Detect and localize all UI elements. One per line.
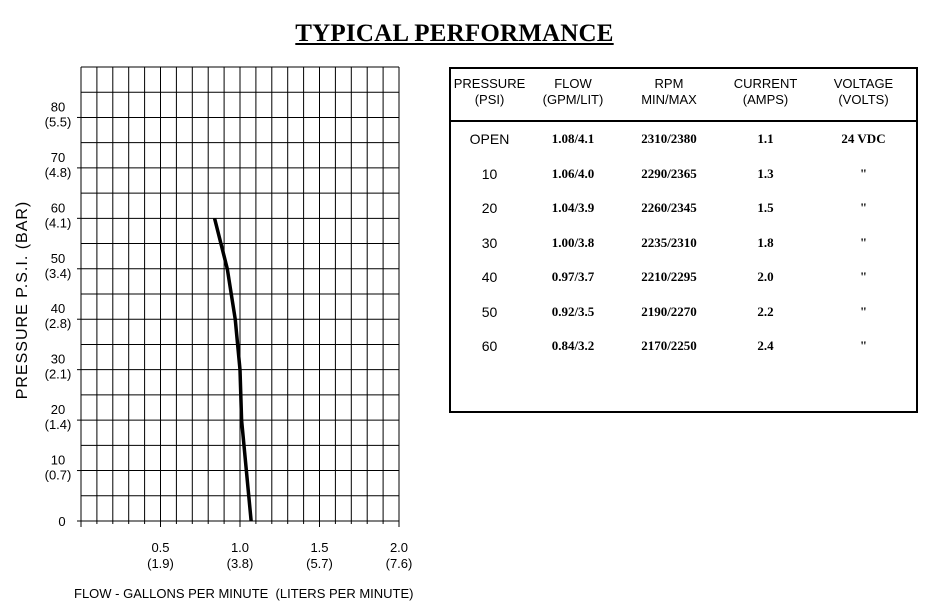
- y-tick-label-bar: (5.5): [45, 114, 72, 129]
- y-tick-label-psi: 40: [51, 301, 65, 316]
- cell-rpm: 2290/2365: [641, 165, 697, 181]
- y-tick-label-psi: 20: [51, 402, 65, 417]
- cell-pressure: OPEN: [469, 131, 510, 148]
- table-row: 40 0.97/3.7 2210/2295 2.0 ": [451, 260, 916, 295]
- y-tick-label-bar: (4.1): [45, 215, 72, 230]
- header-flow: FLOW (GPM/LIT): [528, 69, 618, 122]
- table-row: 50 0.92/3.5 2190/2270 2.2 ": [451, 295, 916, 330]
- cell-current: 2.2: [757, 303, 774, 319]
- cell-flow: 1.00/3.8: [551, 234, 595, 250]
- performance-curve: [212, 217, 253, 522]
- cell-current: 1.5: [757, 200, 774, 216]
- cell-flow: 0.92/3.5: [551, 303, 595, 319]
- y-tick-label-psi: 70: [51, 150, 65, 165]
- cell-pressure: 60: [481, 338, 498, 355]
- table-row: 10 1.06/4.0 2290/2365 1.3 ": [451, 157, 916, 192]
- cell-current: 1.1: [757, 131, 774, 147]
- cell-voltage: ": [859, 269, 868, 285]
- y-tick-label-psi: 10: [51, 453, 65, 468]
- table-row: 60 0.84/3.2 2170/2250 2.4 ": [451, 329, 916, 364]
- x-tick-label-lpm: (5.7): [306, 556, 333, 571]
- x-axis-title: FLOW - GALLONS PER MINUTE (LITERS PER MI…: [74, 586, 414, 601]
- y-tick-label-psi: 30: [51, 352, 65, 367]
- y-tick-label-psi: 80: [51, 99, 65, 114]
- performance-table: PRESSURE (PSI) FLOW (GPM/LIT) RPM MIN/MAX C…: [449, 67, 918, 413]
- table-row: 20 1.04/3.9 2260/2345 1.5 ": [451, 191, 916, 226]
- page-title: TYPICAL PERFORMANCE: [295, 20, 614, 47]
- cell-rpm: 2170/2250: [641, 338, 697, 354]
- cell-pressure: 40: [481, 269, 498, 286]
- chart-grid: [77, 66, 400, 527]
- x-tick-label-lpm: (3.8): [227, 556, 254, 571]
- cell-voltage: ": [859, 200, 868, 216]
- y-tick-label-bar: (0.7): [45, 468, 72, 483]
- y-tick-label-bar: (2.1): [45, 367, 72, 382]
- header-rpm: RPM MIN/MAX: [618, 69, 720, 122]
- x-tick-label-lpm: (1.9): [147, 556, 174, 571]
- chart-tick-labels: 010(0.7)20(1.4)30(2.1)40(2.8)50(3.4)60(4…: [45, 99, 413, 571]
- cell-current: 2.4: [757, 338, 774, 354]
- cell-pressure: 50: [481, 303, 498, 320]
- cell-current: 1.3: [757, 165, 774, 181]
- table-row: 30 1.00/3.8 2235/2310 1.8 ": [451, 226, 916, 261]
- cell-voltage: 24 VDC: [841, 131, 886, 147]
- header-current: CURRENT (AMPS): [720, 69, 811, 122]
- cell-rpm: 2210/2295: [641, 269, 697, 285]
- cell-flow: 0.84/3.2: [551, 338, 595, 354]
- cell-rpm: 2190/2270: [641, 303, 697, 319]
- y-tick-label-psi: 60: [51, 200, 65, 215]
- cell-rpm: 2310/2380: [641, 131, 697, 147]
- x-tick-label-gpm: 1.5: [310, 540, 328, 555]
- y-tick-label-psi: 0: [58, 514, 65, 529]
- cell-flow: 0.97/3.7: [551, 269, 595, 285]
- chart-series: [212, 217, 253, 522]
- cell-pressure: 30: [481, 234, 498, 251]
- table-header-row: PRESSURE (PSI) FLOW (GPM/LIT) RPM MIN/MAX C…: [451, 69, 916, 122]
- y-tick-label-bar: (1.4): [45, 417, 72, 432]
- x-tick-label-gpm: 1.0: [231, 540, 249, 555]
- cell-current: 1.8: [757, 234, 774, 250]
- cell-voltage: ": [859, 234, 868, 250]
- x-tick-label-gpm: 2.0: [390, 540, 408, 555]
- cell-pressure: 20: [481, 200, 498, 217]
- x-tick-label-lpm: (7.6): [386, 556, 413, 571]
- header-pressure: PRESSURE (PSI): [451, 69, 528, 122]
- cell-voltage: ": [859, 303, 868, 319]
- cell-rpm: 2235/2310: [641, 234, 697, 250]
- y-tick-label-psi: 50: [51, 251, 65, 266]
- cell-flow: 1.04/3.9: [551, 200, 595, 216]
- cell-current: 2.0: [757, 269, 774, 285]
- cell-voltage: ": [859, 165, 868, 181]
- header-voltage: VOLTAGE (VOLTS): [811, 69, 916, 122]
- table-row: OPEN 1.08/4.1 2310/2380 1.1 24 VDC: [451, 121, 916, 157]
- y-tick-label-bar: (2.8): [45, 316, 72, 331]
- y-tick-label-bar: (4.8): [45, 165, 72, 180]
- cell-pressure: 10: [481, 165, 498, 182]
- y-tick-label-bar: (3.4): [45, 266, 72, 281]
- cell-flow: 1.08/4.1: [551, 131, 595, 147]
- cell-flow: 1.06/4.0: [551, 165, 595, 181]
- cell-voltage: ": [859, 338, 868, 354]
- y-axis-title: PRESSURE P.S.I. (BAR): [14, 201, 31, 400]
- cell-rpm: 2260/2345: [641, 200, 697, 216]
- x-tick-label-gpm: 0.5: [151, 540, 169, 555]
